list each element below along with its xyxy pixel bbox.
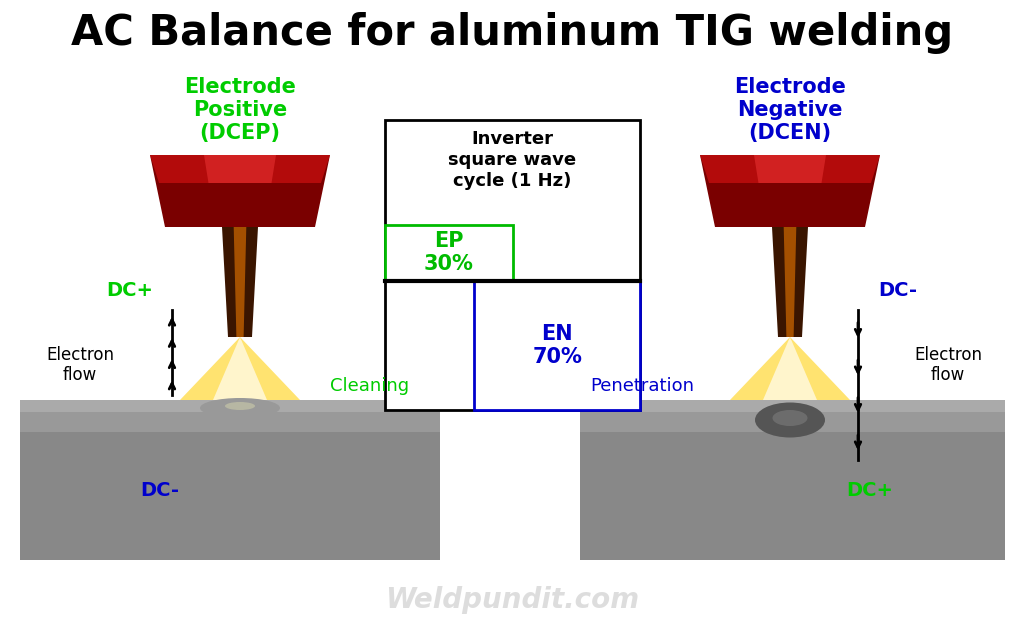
Polygon shape xyxy=(700,155,880,183)
Text: EN
70%: EN 70% xyxy=(532,324,582,367)
Text: Electron
flow: Electron flow xyxy=(914,346,982,385)
Text: Inverter
square wave
cycle (1 Hz): Inverter square wave cycle (1 Hz) xyxy=(449,130,577,189)
Text: DC+: DC+ xyxy=(847,481,894,499)
Polygon shape xyxy=(213,337,267,400)
Bar xyxy=(474,280,640,410)
Text: Weldpundit.com: Weldpundit.com xyxy=(385,586,639,614)
Polygon shape xyxy=(730,337,850,400)
Ellipse shape xyxy=(755,403,825,438)
Bar xyxy=(580,400,1005,560)
Text: Electrode
Positive
(DCEP): Electrode Positive (DCEP) xyxy=(184,77,296,143)
Text: DC-: DC- xyxy=(879,280,918,300)
Polygon shape xyxy=(763,337,817,400)
Polygon shape xyxy=(233,227,247,337)
Bar xyxy=(385,120,640,410)
Text: Cleaning: Cleaning xyxy=(330,377,410,395)
Polygon shape xyxy=(150,155,330,227)
Bar xyxy=(580,400,1005,412)
Polygon shape xyxy=(204,155,276,183)
Polygon shape xyxy=(222,227,258,337)
Text: AC Balance for aluminum TIG welding: AC Balance for aluminum TIG welding xyxy=(71,12,953,54)
Polygon shape xyxy=(772,227,808,337)
Ellipse shape xyxy=(200,398,280,418)
Bar xyxy=(580,412,1005,432)
Polygon shape xyxy=(700,155,880,227)
Bar xyxy=(20,412,440,432)
Text: EP
30%: EP 30% xyxy=(424,231,474,275)
Ellipse shape xyxy=(772,410,808,426)
Ellipse shape xyxy=(225,402,255,410)
Text: Penetration: Penetration xyxy=(590,377,694,395)
Polygon shape xyxy=(783,227,797,337)
Polygon shape xyxy=(150,155,330,183)
Polygon shape xyxy=(180,337,300,400)
Polygon shape xyxy=(754,155,826,183)
Bar xyxy=(20,400,440,560)
Text: Electrode
Negative
(DCEN): Electrode Negative (DCEN) xyxy=(734,77,846,143)
Text: DC-: DC- xyxy=(140,481,179,499)
Bar xyxy=(20,400,440,412)
Text: DC+: DC+ xyxy=(106,280,154,300)
Text: Electron
flow: Electron flow xyxy=(46,346,114,385)
Bar xyxy=(385,225,512,280)
